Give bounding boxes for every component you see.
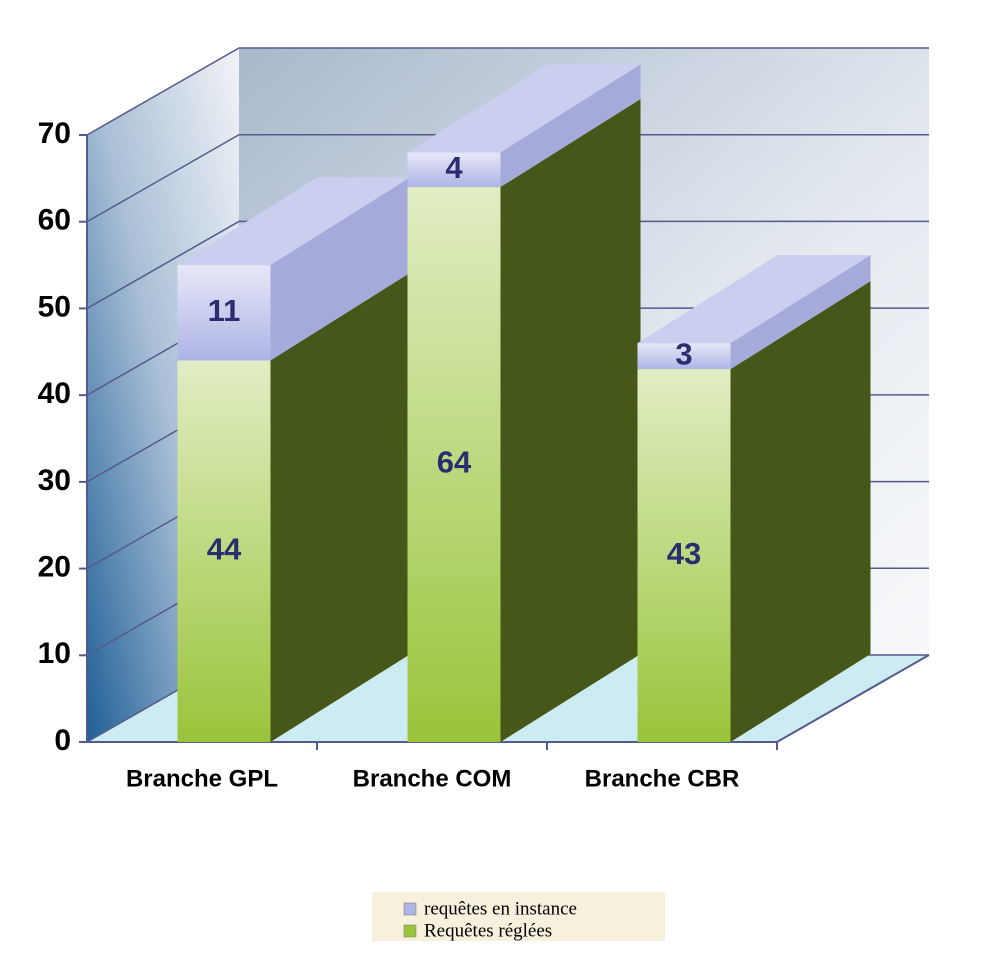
data-label: 11 [208,293,241,328]
grid-line [86,220,929,310]
bar-side [500,64,641,188]
x-tick-label: Branche GPL [126,765,278,792]
bar-top [407,64,641,153]
y-tick-label: 10 [38,637,71,670]
bar-top [637,255,871,344]
y-tick-label: 0 [54,724,71,757]
bar-side-shade [730,255,871,370]
grid-line [86,47,929,136]
bar-side-shade [730,281,871,742]
y-tick-label: 40 [38,377,71,410]
data-label: 43 [667,536,701,571]
grid-line [86,133,929,223]
bar-top-light [637,255,871,344]
x-tick-label: Branche COM [353,765,512,792]
bar-highlight [407,187,501,742]
legend-label: requêtes en instance [424,898,577,919]
legend-swatch [403,902,417,916]
data-label: 3 [675,336,692,371]
bar-highlight [637,343,731,370]
bar-side [730,255,871,370]
legend-box [372,892,665,941]
bar-top-light [177,177,411,266]
bar-highlight [637,369,731,742]
x-tick-label: Branche CBR [585,765,740,792]
bar-highlight [177,265,271,361]
y-tick-label: 50 [38,290,71,323]
bar-highlight [407,152,501,188]
legend-swatch [403,924,417,938]
bar-side-shade [270,177,411,361]
data-label: 4 [445,150,463,185]
y-tick-label: 20 [38,550,71,583]
bar-side-shade [270,272,411,742]
data-label: 64 [437,445,472,480]
y-tick-label: 70 [38,117,71,150]
bar-highlight [177,360,271,742]
bar-side [270,177,411,361]
data-label: 44 [207,531,242,566]
legend-label: Requêtes réglées [424,920,552,941]
bar-side-shade [500,99,641,743]
y-tick-label: 30 [38,464,71,497]
bar-side-shade [500,64,641,188]
bar-top-light [407,64,641,153]
y-tick-label: 60 [38,204,71,237]
bar-top [177,177,411,266]
